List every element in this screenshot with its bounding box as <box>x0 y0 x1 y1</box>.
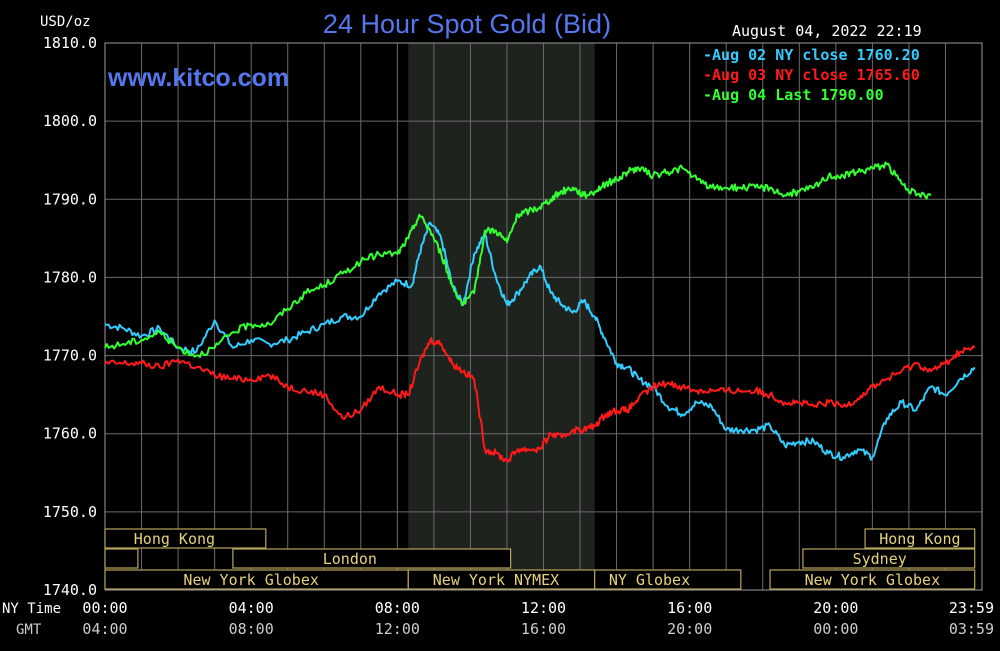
plot-frame <box>104 42 983 591</box>
session-label: New York Globex <box>183 571 318 589</box>
y-tick-label: 1780.0 <box>43 268 97 286</box>
y-unit-label: USD/oz <box>40 14 91 30</box>
y-tick-label: 1760.0 <box>43 425 97 443</box>
watermark: www.kitco.com <box>107 64 289 92</box>
session-box <box>594 569 742 590</box>
session-label: New York Globex <box>805 571 940 589</box>
session-label: NY Globex <box>609 571 690 589</box>
x-tick-label-gmt: 04:00 <box>82 620 127 638</box>
session-box <box>104 548 139 569</box>
ny-time-row-label: NY Time <box>2 601 61 617</box>
x-tick-label-ny: 12:00 <box>521 599 566 617</box>
timestamp: August 04, 2022 22:19 <box>732 22 922 40</box>
series-line <box>104 161 932 358</box>
x-tick-label-ny: 04:00 <box>229 599 274 617</box>
x-tick-label-gmt: 12:00 <box>375 620 420 638</box>
legend-entry: -Aug 04 Last 1790.00 <box>703 86 884 104</box>
session-label: New York NYMEX <box>433 571 559 589</box>
y-tick-label: 1750.0 <box>43 503 97 521</box>
x-tick-label-ny: 00:00 <box>82 599 127 617</box>
x-tick-label-gmt: 03:59 <box>949 620 994 638</box>
series-line <box>104 337 976 463</box>
session-box <box>104 528 267 549</box>
legend-entry: -Aug 02 NY close 1760.20 <box>703 46 920 64</box>
session-box <box>232 548 512 569</box>
chart-title: 24 Hour Spot Gold (Bid) <box>323 9 611 39</box>
y-tick-label: 1770.0 <box>43 347 97 365</box>
series-line <box>104 221 976 462</box>
y-tick-label: 1810.0 <box>43 34 97 52</box>
y-tick-label: 1800.0 <box>43 112 97 130</box>
session-label: Sydney <box>853 550 907 568</box>
session-box <box>769 569 976 590</box>
x-tick-label-ny: 16:00 <box>667 599 712 617</box>
session-label: Hong Kong <box>879 530 960 548</box>
x-tick-label-gmt: 16:00 <box>521 620 566 638</box>
x-tick-label-gmt: 00:00 <box>813 620 858 638</box>
x-tick-label-ny: 08:00 <box>375 599 420 617</box>
y-tick-label: 1790.0 <box>43 190 97 208</box>
nymex-session-band <box>408 43 595 590</box>
session-label: Hong Kong <box>134 530 215 548</box>
legend-entry: -Aug 03 NY close 1765.60 <box>703 66 920 84</box>
x-tick-label-ny: 20:00 <box>813 599 858 617</box>
x-tick-label-gmt: 20:00 <box>667 620 712 638</box>
session-box <box>864 528 976 549</box>
grid <box>104 42 983 591</box>
session-box <box>802 548 976 569</box>
x-tick-label-ny: 23:59 <box>949 599 994 617</box>
gmt-row-label: GMT <box>16 622 42 638</box>
session-label: London <box>323 550 377 568</box>
y-tick-label: 1740.0 <box>43 581 97 599</box>
x-tick-label-gmt: 08:00 <box>229 620 274 638</box>
